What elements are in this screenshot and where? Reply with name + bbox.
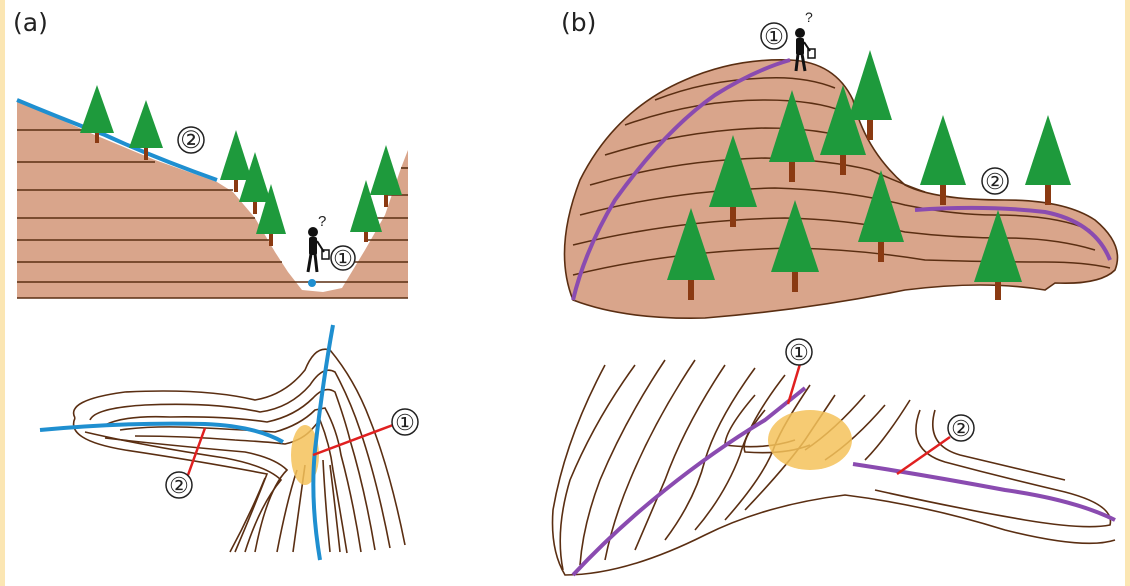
map-b-marker-1: [785, 338, 813, 366]
valley-strata: [17, 129, 408, 299]
tree-icon: [129, 100, 163, 160]
ridge-line-main: [571, 386, 807, 577]
tree-icon: [350, 180, 382, 242]
tree-icon: [858, 170, 904, 262]
valley-slope-line: [16, 98, 218, 182]
valley-trees: [80, 85, 402, 246]
hiker-icon: [306, 227, 330, 273]
valley-stream-main: [311, 324, 335, 561]
hiker-icon: [794, 28, 816, 72]
tree-icon: [709, 135, 757, 227]
ridge-line-branch: [852, 462, 1116, 522]
tree-icon: [239, 152, 271, 214]
tree-icon: [769, 90, 815, 182]
map-b-marker-2: [947, 414, 975, 442]
ridge-highlight: [768, 410, 852, 470]
tree-icon: [667, 208, 715, 300]
map-a-marker-1-text: ①: [395, 410, 415, 435]
hill-marker-2-text: ②: [985, 169, 1005, 194]
ridge-line-hill: [571, 58, 791, 301]
map-b-marker-1-text: ①: [789, 340, 809, 365]
valley-contour-map: [72, 348, 406, 554]
valley-pointer-1: [312, 423, 394, 457]
tree-icon: [220, 130, 252, 192]
diagram-svg: ? ① ② ①: [16, 9, 1119, 577]
valley-question-mark: ?: [318, 213, 326, 230]
ridge-pointer-1: [786, 363, 802, 405]
map-a-marker-1: [391, 408, 419, 436]
valley-bottom-dot: [308, 279, 316, 287]
valley-block: [16, 98, 408, 299]
panel-b-label: (b): [561, 8, 597, 37]
tree-icon: [80, 85, 114, 143]
valley-marker-1-text: ①: [333, 246, 353, 271]
valley-stream-line: [39, 421, 284, 444]
tree-icon: [974, 210, 1022, 300]
figure-canvas: (a) (b): [5, 0, 1125, 586]
tree-icon: [920, 115, 966, 205]
hill-trees: [667, 50, 1071, 300]
map-b-marker-2-text: ②: [951, 416, 971, 441]
valley-marker-2: [177, 126, 205, 154]
tree-icon: [820, 85, 866, 175]
ridge-pointer-2: [896, 435, 951, 476]
hill-marker-1: [760, 22, 788, 50]
valley-marker-2-text: ②: [180, 127, 202, 154]
tree-icon: [771, 200, 819, 292]
tree-icon: [370, 145, 402, 207]
tree-icon: [848, 50, 892, 140]
hill-marker-2: [981, 167, 1009, 195]
tree-icon: [1025, 115, 1071, 205]
ridge-line-spur: [914, 205, 1112, 261]
valley-pointer-2: [186, 427, 207, 476]
ridge-contour-map: [551, 359, 1116, 576]
valley-ground: [17, 100, 408, 298]
panel-a-label: (a): [13, 8, 48, 37]
tree-icon: [256, 184, 286, 246]
valley-marker-1: [330, 245, 356, 271]
hill-marker-1-text: ①: [764, 24, 784, 49]
map-a-marker-2-text: ②: [169, 473, 189, 498]
map-a-marker-2: [165, 471, 193, 499]
hill-question-mark: ?: [805, 9, 813, 25]
